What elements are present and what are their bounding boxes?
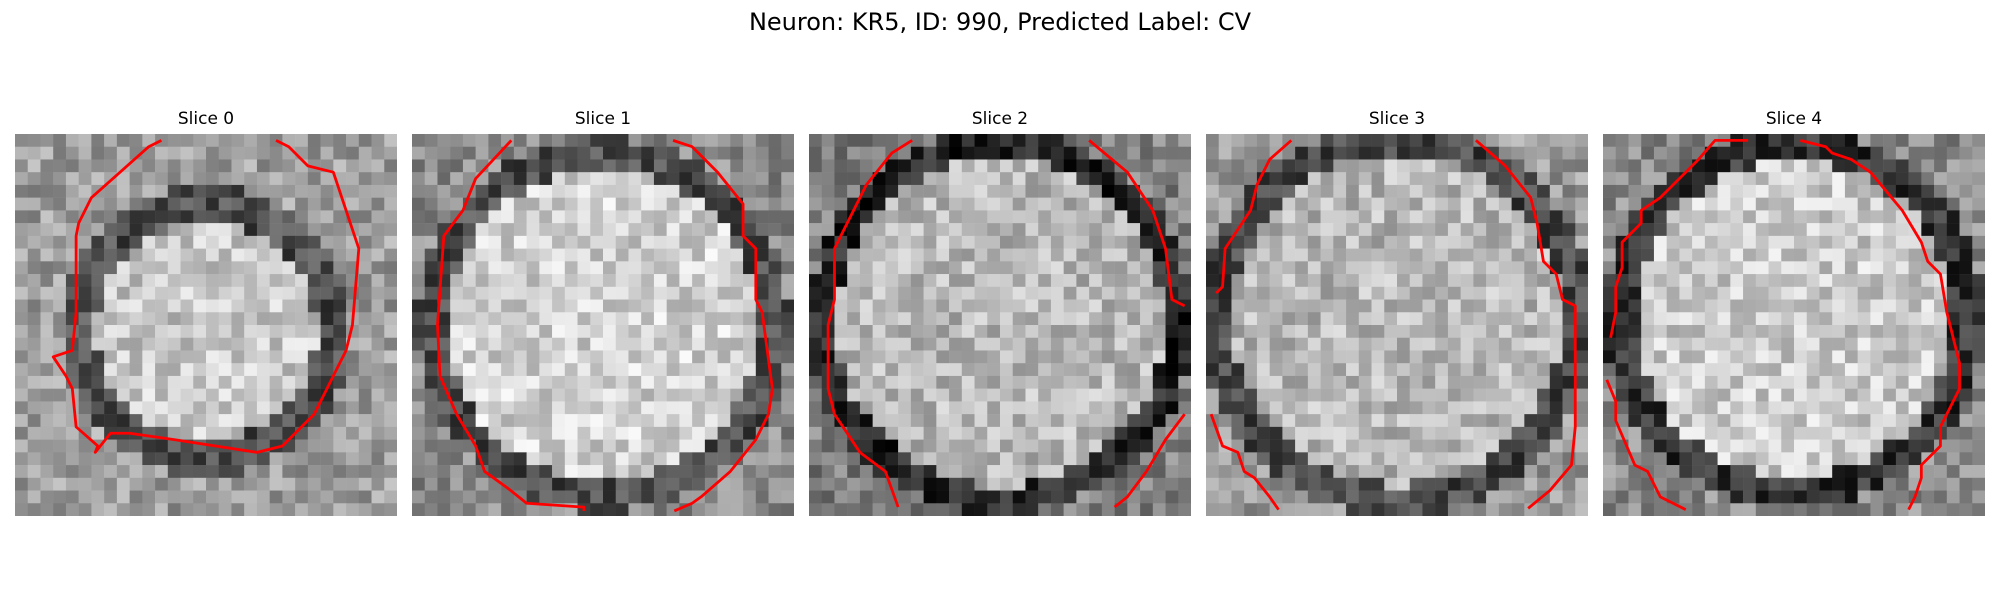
slice-title-3: Slice 3 — [1368, 109, 1426, 129]
slice-panel-2: Slice 2 — [809, 108, 1191, 516]
slice-panel-1: Slice 1 — [412, 108, 794, 516]
figure-title: Neuron: KR5, ID: 990, Predicted Label: C… — [748, 8, 1252, 36]
slice-title-0: Slice 0 — [177, 109, 235, 129]
contour-line-4-2 — [1800, 139, 1961, 511]
contour-line-2-1 — [1088, 139, 1186, 308]
contour-line-3-1 — [1209, 413, 1280, 511]
contour-line-3-2 — [1475, 139, 1577, 510]
slice-image-2 — [809, 134, 1191, 516]
slice-panel-3: Slice 3 — [1206, 108, 1588, 516]
slice-image-1 — [412, 134, 794, 516]
contour-line-2-0 — [826, 139, 913, 508]
slice-image-3 — [1206, 134, 1588, 516]
contour-line-1-1 — [672, 139, 774, 513]
contour-line-0-0 — [51, 139, 361, 454]
contour-line-3-0 — [1215, 139, 1293, 295]
contour-line-2-2 — [1113, 413, 1186, 509]
slice-panel-0: Slice 0 — [15, 108, 397, 516]
slice-image-0 — [15, 134, 397, 516]
contour-line-4-1 — [1605, 379, 1687, 511]
contour-line-4-0 — [1609, 138, 1749, 339]
slice-title-1: Slice 1 — [574, 109, 632, 129]
slice-title-4: Slice 4 — [1765, 109, 1823, 129]
slice-title-2: Slice 2 — [971, 109, 1029, 129]
slice-image-4 — [1603, 134, 1985, 516]
contour-line-1-0 — [436, 139, 586, 511]
slice-panel-4: Slice 4 — [1603, 108, 1985, 516]
